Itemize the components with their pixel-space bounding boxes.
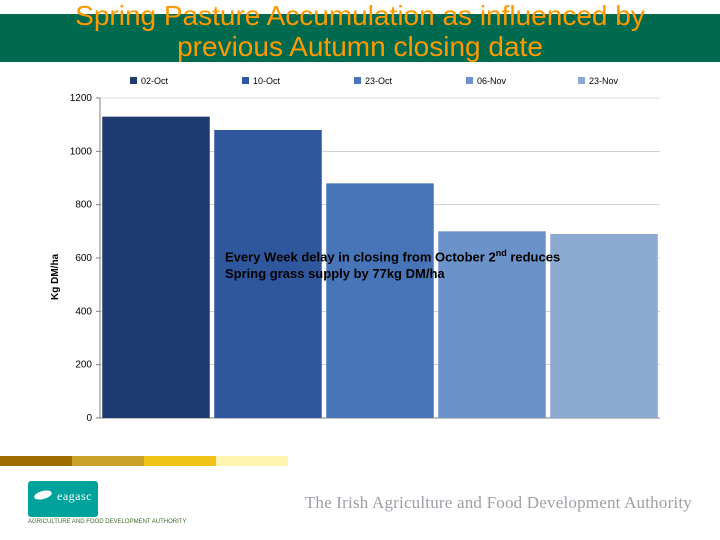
annotation-part-b: reduces	[507, 249, 560, 264]
legend-label: 02-Oct	[141, 76, 169, 86]
logo-mark: eagasc	[28, 481, 98, 517]
stripe-segment	[576, 456, 648, 466]
slide-title-line1: Spring Pasture Accumulation as influence…	[0, 0, 720, 31]
ytick-label: 0	[86, 413, 92, 424]
stripe-segment	[72, 456, 144, 466]
legend-swatch	[242, 77, 249, 84]
ytick-label: 600	[75, 253, 92, 264]
legend-label: 10-Oct	[253, 76, 281, 86]
ytick-label: 800	[75, 200, 92, 211]
chart-area: Kg DM/ha 02004006008001000120002-Oct10-O…	[40, 70, 680, 450]
bar	[102, 117, 210, 418]
footer: eagasc AGRICULTURE AND FOOD DEVELOPMENT …	[0, 466, 720, 540]
accent-stripe	[0, 456, 720, 466]
chart-annotation: Every Week delay in closing from October…	[225, 248, 585, 282]
legend-label: 06-Nov	[477, 76, 507, 86]
stripe-segment	[216, 456, 288, 466]
stripe-segment	[288, 456, 360, 466]
ytick-label: 200	[75, 360, 92, 371]
legend-label: 23-Nov	[589, 76, 619, 86]
ytick-label: 400	[75, 306, 92, 317]
legend-label: 23-Oct	[365, 76, 393, 86]
legend-swatch	[466, 77, 473, 84]
bar	[326, 183, 434, 418]
slide: Spring Pasture Accumulation as influence…	[0, 0, 720, 540]
stripe-segment	[360, 456, 432, 466]
annotation-line2: Spring grass supply by 77kg DM/ha	[225, 266, 445, 281]
slide-title: Spring Pasture Accumulation as influence…	[0, 0, 720, 63]
ytick-label: 1000	[70, 146, 93, 157]
stripe-segment	[504, 456, 576, 466]
legend-swatch	[578, 77, 585, 84]
slide-title-line2: previous Autumn closing date	[0, 31, 720, 62]
legend-swatch	[130, 77, 137, 84]
stripe-segment	[432, 456, 504, 466]
annotation-part-a: Every Week delay in closing from October…	[225, 249, 496, 264]
footer-tagline: The Irish Agriculture and Food Developme…	[305, 493, 692, 513]
legend-swatch	[354, 77, 361, 84]
logo-wordmark: eagasc	[57, 489, 92, 504]
annotation-super: nd	[496, 248, 507, 258]
logo: eagasc AGRICULTURE AND FOOD DEVELOPMENT …	[28, 481, 186, 525]
stripe-segment	[0, 456, 72, 466]
ytick-label: 1200	[70, 93, 93, 104]
stripe-segment	[144, 456, 216, 466]
stripe-segment	[648, 456, 720, 466]
logo-subtext: AGRICULTURE AND FOOD DEVELOPMENT AUTHORI…	[28, 519, 186, 525]
